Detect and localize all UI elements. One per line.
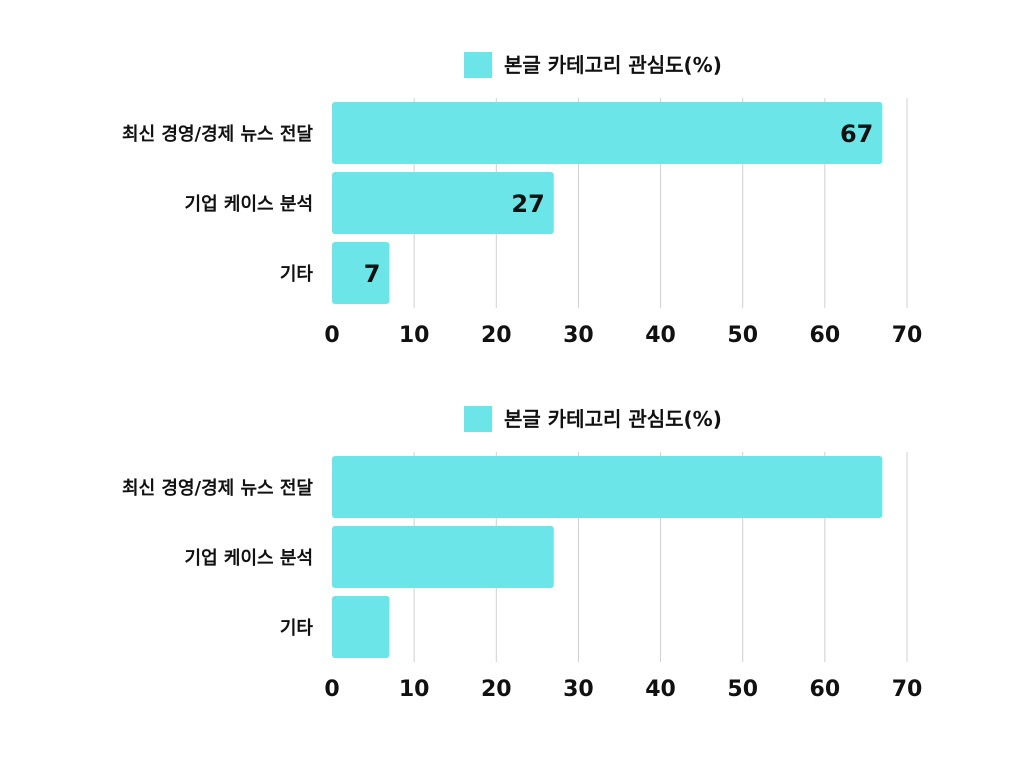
bar: [332, 102, 883, 164]
bar: [332, 596, 390, 658]
legend: 본글 카테고리 관심도(%): [464, 52, 722, 78]
value-label: 27: [511, 190, 544, 218]
x-tick-label: 40: [645, 677, 676, 702]
bar: [332, 172, 554, 234]
x-tick-label: 30: [563, 323, 594, 348]
x-tick-label: 40: [645, 323, 676, 348]
x-tick-label: 30: [563, 677, 594, 702]
bar: [332, 242, 390, 304]
category-label: 기업 케이스 분석: [185, 194, 313, 215]
x-tick-label: 20: [481, 677, 512, 702]
category-label: 기업 케이스 분석: [185, 548, 313, 569]
x-tick-label: 60: [810, 677, 841, 702]
legend: 본글 카테고리 관심도(%): [464, 406, 722, 432]
x-tick-label: 10: [399, 677, 430, 702]
x-tick-label: 60: [810, 323, 841, 348]
category-label: 최신 경영/경제 뉴스 전달: [122, 124, 313, 145]
legend-swatch: [464, 406, 492, 432]
x-tick-label: 10: [399, 323, 430, 348]
x-tick-label: 50: [727, 677, 758, 702]
x-tick-label: 70: [892, 323, 923, 348]
x-tick-label: 0: [324, 323, 339, 348]
bar: [332, 526, 554, 588]
x-tick-label: 70: [892, 677, 923, 702]
chart-1: 본글 카테고리 관심도(%) 최신 경영/경제 뉴스 전달 67 기업 케이스 분석 2…: [122, 52, 922, 348]
value-label: 7: [364, 260, 381, 288]
x-tick-label: 50: [727, 323, 758, 348]
value-label: 67: [840, 120, 873, 148]
category-label: 최신 경영/경제 뉴스 전달: [122, 478, 313, 499]
legend-label: 본글 카테고리 관심도(%): [504, 53, 722, 77]
x-tick-label: 0: [324, 677, 339, 702]
bar: [332, 456, 883, 518]
category-label: 기타: [280, 264, 314, 285]
category-label: 기타: [280, 618, 314, 639]
legend-swatch: [464, 52, 492, 78]
legend-label: 본글 카테고리 관심도(%): [504, 407, 722, 431]
x-tick-label: 20: [481, 323, 512, 348]
